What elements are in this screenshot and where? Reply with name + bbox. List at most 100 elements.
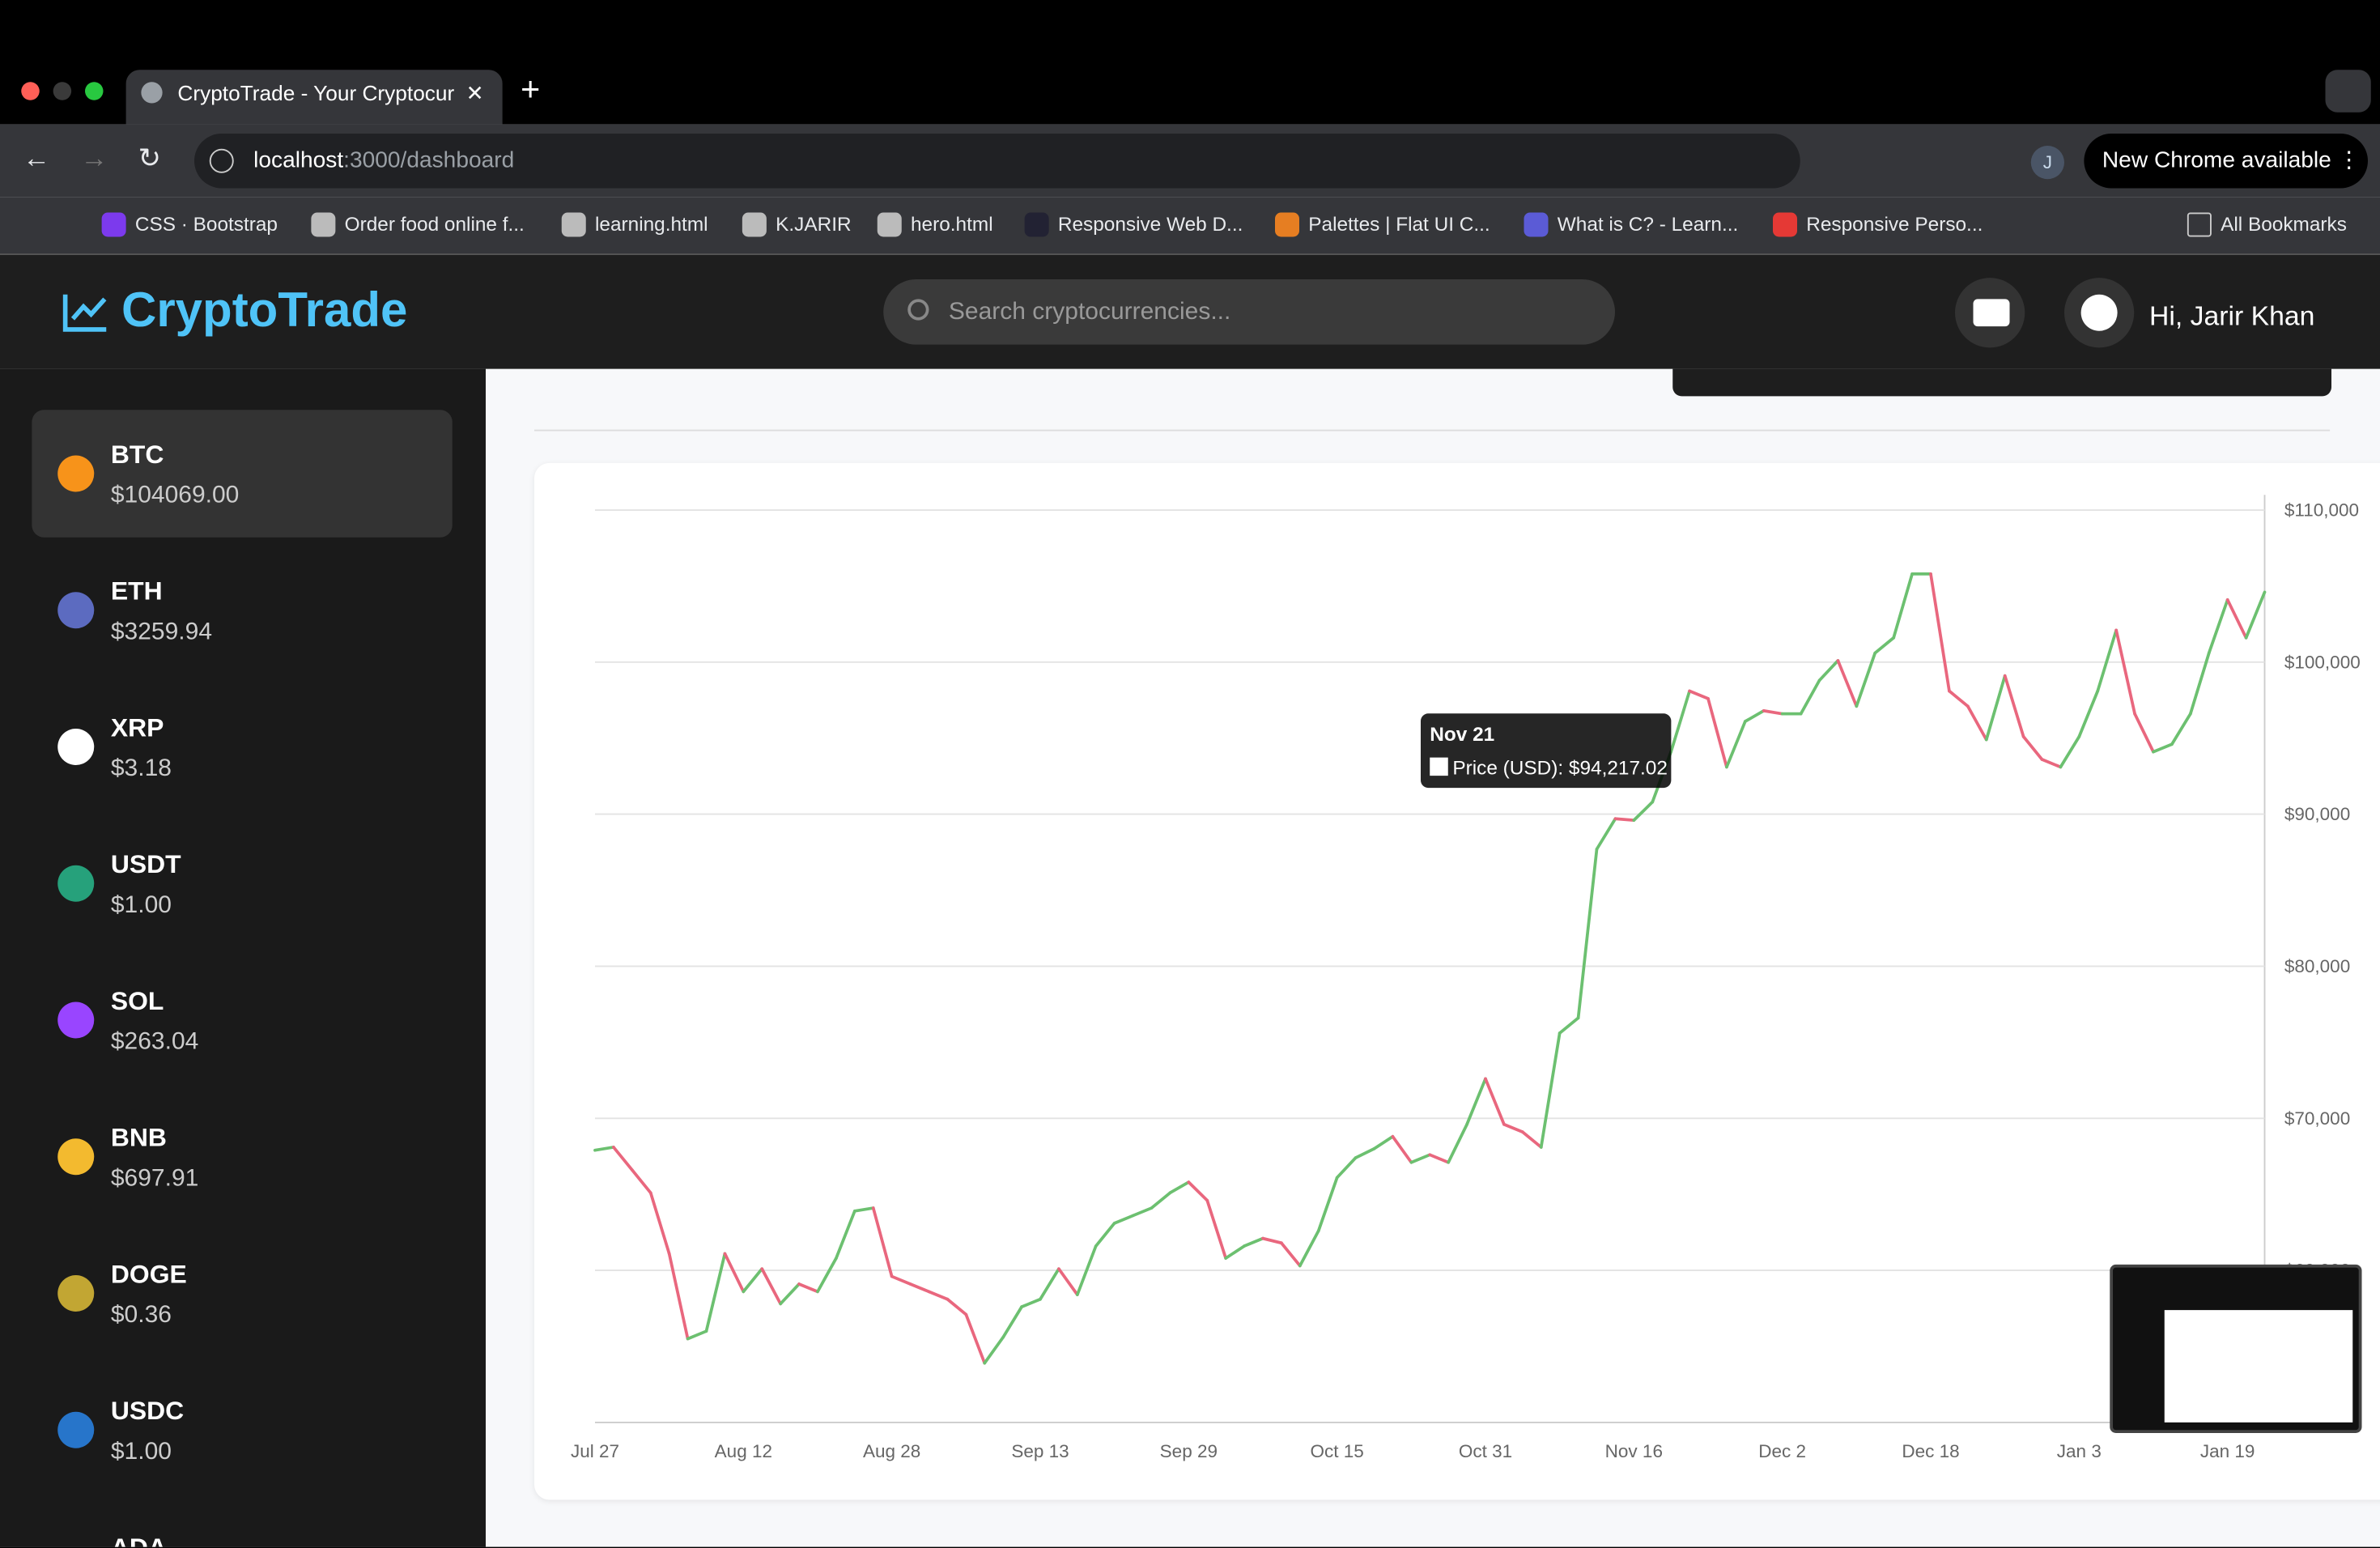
- site-info[interactable]: [209, 148, 234, 173]
- price-segment: [2077, 689, 2100, 738]
- bookmark[interactable]: K.JARIR: [742, 212, 852, 237]
- price-segment: [1539, 1031, 1562, 1149]
- price-segment: [1465, 1077, 1487, 1126]
- x-tick-label: Jan 19: [2200, 1441, 2255, 1461]
- price-segment: [667, 1252, 690, 1341]
- update-label: New Chrome available: [2102, 147, 2331, 173]
- x-tick-label: Dec 2: [1758, 1441, 1806, 1461]
- close-window[interactable]: [21, 82, 40, 100]
- coin-item[interactable]: ADA: [32, 1503, 452, 1547]
- bookmark[interactable]: Responsive Web D...: [1024, 212, 1243, 237]
- x-tick-label: Nov 16: [1605, 1441, 1663, 1461]
- coin-symbol: BNB: [110, 1123, 167, 1153]
- x-tick-label: Jul 27: [571, 1441, 619, 1461]
- price-segment: [593, 1146, 615, 1152]
- bookmark[interactable]: CSS · Bootstrap: [101, 212, 278, 237]
- bookmark[interactable]: Responsive Perso...: [1773, 212, 1983, 237]
- coin-item[interactable]: BNB $697.91: [32, 1093, 452, 1221]
- bookmark-label: Palettes | Flat UI C...: [1308, 212, 1490, 236]
- address-bar[interactable]: localhost:3000/dashboard: [194, 134, 1800, 189]
- all-bookmarks-label: All Bookmarks: [2221, 212, 2347, 236]
- price-segment: [908, 1282, 931, 1294]
- divider: [534, 429, 2331, 432]
- price-segment: [1817, 659, 1840, 683]
- coin-icon: [57, 455, 95, 492]
- user-avatar[interactable]: [2064, 278, 2135, 348]
- app-header: CryptoTrade Search cryptocurrencies... H…: [0, 255, 2380, 369]
- price-segment: [1892, 572, 1914, 640]
- price-segment: [1243, 1236, 1264, 1248]
- screenshot-thumbnail[interactable]: [2110, 1264, 2362, 1433]
- update-button[interactable]: New Chrome available ⋮: [2084, 134, 2368, 189]
- coin-item[interactable]: DOGE $0.36: [32, 1230, 452, 1358]
- price-segment: [1576, 847, 1599, 1020]
- coin-item[interactable]: USDT $1.00: [32, 820, 452, 948]
- coin-symbol: DOGE: [110, 1260, 187, 1289]
- logo[interactable]: CryptoTrade: [121, 282, 408, 338]
- price-segment: [797, 1282, 819, 1294]
- coin-item[interactable]: ETH $3259.94: [32, 546, 452, 674]
- price-segment: [1316, 1176, 1339, 1233]
- search-input[interactable]: Search cryptocurrencies...: [883, 279, 1615, 345]
- bookmark[interactable]: learning.html: [561, 212, 708, 237]
- price-segment: [2021, 734, 2044, 761]
- price-segment: [1280, 1241, 1302, 1268]
- profile-avatar[interactable]: J: [2030, 146, 2064, 180]
- wallet-icon: [1973, 299, 2010, 327]
- coin-icon: [57, 592, 95, 629]
- search-icon: [907, 299, 929, 321]
- y-tick-label: $90,000: [2284, 804, 2350, 824]
- x-tick-label: Jan 3: [2057, 1441, 2102, 1461]
- price-segment: [1706, 697, 1728, 769]
- price-segment: [2059, 734, 2081, 769]
- reload-button[interactable]: ↻: [138, 142, 161, 173]
- bookmark[interactable]: Order food online f...: [311, 212, 525, 237]
- bookmark-label: CSS · Bootstrap: [134, 212, 278, 236]
- price-segment: [1966, 704, 1988, 742]
- price-segment: [742, 1267, 764, 1294]
- bookmark-icon: [1773, 212, 1797, 237]
- bookmark[interactable]: hero.html: [877, 212, 993, 237]
- minimize-window[interactable]: [53, 82, 72, 100]
- price-segment: [2096, 628, 2119, 693]
- bookmark-icon: [1024, 212, 1049, 237]
- price-segment: [2133, 712, 2155, 754]
- coin-item[interactable]: XRP $3.18: [32, 683, 452, 811]
- coin-icon: [57, 1138, 95, 1176]
- tab[interactable]: CryptoTrade - Your Cryptocur ✕: [125, 70, 503, 125]
- price-segment: [1669, 689, 1691, 754]
- new-tab[interactable]: +: [521, 70, 541, 108]
- all-bookmarks[interactable]: All Bookmarks: [2187, 212, 2347, 237]
- price-segment: [1984, 674, 2007, 742]
- bookmark-label: Responsive Perso...: [1806, 212, 1983, 236]
- price-segment: [1354, 1146, 1376, 1159]
- bookmark[interactable]: What is C? - Learn...: [1524, 212, 1738, 237]
- maximize-window[interactable]: [85, 82, 104, 100]
- coin-item[interactable]: BTC $104069.00: [32, 410, 453, 538]
- price-segment: [1168, 1180, 1191, 1195]
- x-tick-label: Sep 13: [1011, 1441, 1069, 1461]
- bookmark[interactable]: Palettes | Flat UI C...: [1275, 212, 1490, 237]
- price-segment: [1335, 1156, 1358, 1180]
- price-segment: [1502, 1122, 1524, 1134]
- price-segment: [1948, 689, 1970, 708]
- price-segment: [1873, 636, 1896, 655]
- forward-button[interactable]: →: [80, 142, 108, 173]
- coin-item[interactable]: USDC $1.00: [32, 1367, 452, 1495]
- price-segment: [1409, 1153, 1432, 1164]
- price-segment: [964, 1312, 987, 1365]
- price-segment: [2114, 628, 2136, 716]
- coin-list: BTC $104069.00 ETH $3259.94 XRP $3.18 USDT $1.0…: [0, 368, 486, 1547]
- coin-item[interactable]: SOL $263.04: [32, 956, 452, 1084]
- bookmark-label: hero.html: [911, 212, 993, 236]
- wallet-button[interactable]: [1955, 278, 2025, 348]
- back-button[interactable]: ←: [23, 142, 50, 173]
- close-tab[interactable]: ✕: [465, 80, 484, 105]
- price-segment: [1020, 1297, 1042, 1309]
- price-segment: [2225, 598, 2248, 640]
- price-segment: [1725, 720, 1747, 769]
- tab-search[interactable]: [2325, 70, 2371, 113]
- price-segment: [1001, 1305, 1023, 1339]
- coin-icon: [57, 865, 95, 902]
- price-segment: [1391, 1134, 1413, 1164]
